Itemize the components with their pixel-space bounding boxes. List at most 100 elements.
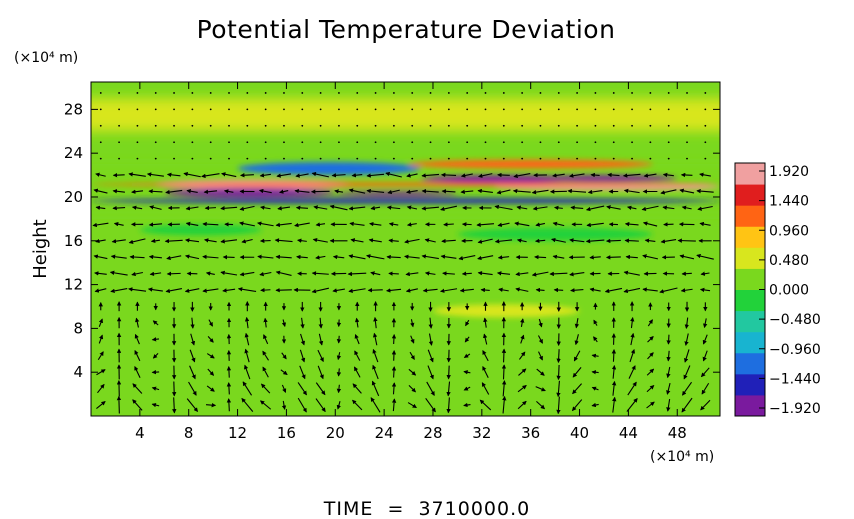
vector-dot: [228, 141, 230, 144]
colorbar-tick-label: −0.480: [769, 312, 821, 328]
colorbar-segment: [735, 394, 765, 417]
wind-vector: [223, 189, 234, 194]
vector-dot: [466, 141, 469, 144]
x-tick-label: 24: [375, 424, 394, 442]
vector-dot: [667, 108, 670, 111]
vector-dot: [191, 141, 194, 144]
vector-dot: [173, 92, 175, 94]
wind-vector: [556, 396, 561, 415]
wind-vector: [440, 254, 457, 259]
vector-dot: [576, 157, 579, 160]
wind-vector: [531, 189, 549, 195]
wind-vector: [205, 271, 215, 276]
wind-vector: [567, 188, 587, 194]
vector-dot: [301, 157, 304, 160]
wind-vector: [311, 271, 329, 276]
wind-vector: [477, 173, 493, 178]
field-blob: [408, 159, 653, 169]
wind-vector: [297, 397, 307, 413]
wind-vector: [131, 205, 143, 210]
vector-dot: [649, 92, 652, 94]
wind-vector: [538, 318, 543, 328]
wind-vector: [348, 206, 366, 211]
vector-dot: [392, 92, 395, 94]
wind-vector: [274, 238, 293, 243]
wind-vector: [587, 189, 603, 195]
wind-vector: [534, 238, 546, 244]
vector-dot: [118, 157, 120, 160]
vector-dot: [466, 108, 469, 111]
colorbar-segment: [735, 289, 765, 312]
colorbar: [735, 163, 765, 417]
vector-dot: [704, 157, 707, 160]
x-tick-label: 4: [135, 424, 145, 442]
wind-vector: [477, 270, 493, 276]
wind-vector: [226, 366, 232, 378]
vector-dot: [539, 157, 542, 160]
wind-vector: [134, 365, 141, 378]
wind-vector: [165, 189, 183, 195]
wind-vector: [244, 348, 250, 363]
wind-vector: [593, 336, 598, 343]
vector-dot: [264, 141, 267, 144]
wind-vector: [204, 238, 217, 243]
wind-vector: [208, 319, 213, 327]
wind-vector: [391, 333, 397, 345]
wind-vector: [556, 349, 561, 364]
wind-vector: [593, 319, 598, 326]
wind-vector: [97, 351, 104, 361]
wind-vector: [642, 287, 658, 292]
vector-dot: [411, 108, 414, 111]
wind-vector: [297, 238, 307, 243]
wind-vector: [207, 368, 215, 376]
field-blobs: [91, 159, 720, 318]
wind-vector: [295, 205, 309, 210]
vector-dot: [649, 157, 652, 160]
wind-vector: [570, 288, 584, 293]
wind-vector: [535, 287, 545, 293]
wind-vector: [408, 384, 416, 393]
wind-vector: [554, 205, 563, 211]
wind-vector: [585, 239, 605, 244]
wind-vector: [410, 319, 415, 328]
chart-title: Potential Temperature Deviation: [197, 15, 616, 44]
vector-dot: [557, 157, 560, 160]
wind-vector: [461, 222, 472, 227]
vector-dot: [447, 141, 450, 144]
wind-vector: [589, 287, 601, 292]
wind-vector: [95, 238, 106, 244]
vector-dot: [466, 124, 469, 127]
wind-vector: [642, 221, 658, 227]
vector-dot: [631, 124, 633, 127]
vector-dot: [264, 157, 267, 160]
vector-dot: [392, 157, 395, 160]
wind-vector: [497, 255, 510, 260]
colorbar-segment: [735, 352, 765, 375]
wind-vector: [185, 238, 200, 243]
vector-dot: [521, 141, 524, 144]
wind-vector: [241, 238, 253, 244]
vector-dot: [374, 92, 377, 94]
vector-dot: [283, 141, 285, 144]
wind-vector: [549, 271, 568, 277]
wind-vector: [552, 221, 565, 227]
wind-vector: [699, 221, 711, 227]
colorbar-tick-label: 0.480: [769, 253, 809, 269]
wind-vector: [386, 205, 401, 210]
wind-vector: [152, 352, 159, 359]
wind-vector: [311, 171, 330, 178]
vector-dot: [374, 124, 377, 127]
vector-dot: [576, 92, 579, 94]
wind-vector: [95, 205, 106, 210]
wind-vector: [112, 205, 126, 211]
vector-dot: [557, 108, 560, 111]
vector-dot: [209, 141, 212, 144]
wind-vector: [367, 288, 383, 293]
wind-vector: [502, 395, 507, 414]
wind-vector: [696, 253, 714, 260]
wind-vector: [317, 365, 324, 380]
wind-vector: [552, 254, 565, 260]
y-axis-label: Height: [30, 219, 51, 279]
wind-vector: [94, 288, 107, 293]
vector-dot: [191, 92, 194, 94]
